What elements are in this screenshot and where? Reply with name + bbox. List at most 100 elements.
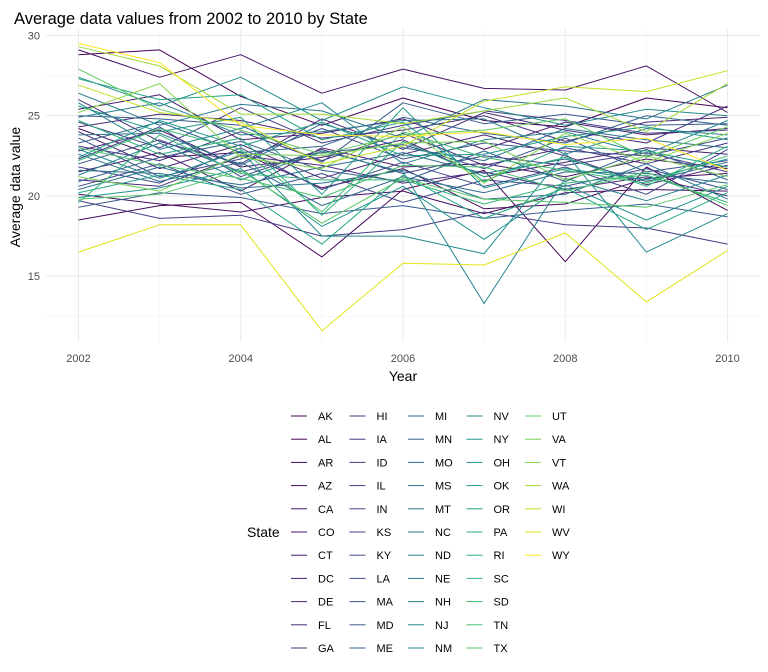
series-line-nh [78, 142, 728, 304]
series-line-wy [78, 42, 728, 171]
series-line-ks [78, 147, 728, 195]
series-line-ga [78, 155, 728, 197]
series-line-sd [78, 128, 728, 213]
legend-label-dc: DC [318, 573, 334, 585]
y-tick-labels: 15 20 25 30 [28, 30, 40, 283]
x-tick-label: 2008 [553, 353, 577, 365]
series-line-co [78, 147, 728, 192]
legend-label-sd: SD [494, 597, 509, 609]
series-lines [78, 42, 728, 332]
series-line-il [78, 107, 728, 149]
legend-label-ak: AK [318, 411, 333, 423]
legend-label-ri: RI [494, 550, 505, 562]
legend-label-ca: CA [318, 504, 334, 516]
series-line-tx [78, 169, 728, 224]
x-tick-label: 2004 [228, 353, 252, 365]
series-line-al [78, 166, 728, 263]
legend-label-ia: IA [377, 434, 388, 446]
legend-label-az: AZ [318, 481, 332, 493]
legend-label-id: ID [377, 457, 388, 469]
legend-label-mn: MN [435, 434, 452, 446]
series-line-ny [78, 168, 728, 240]
series-line-tn [78, 147, 728, 207]
series-line-id [78, 200, 728, 245]
legend-label-nm: NM [435, 643, 452, 655]
legend-items: AK AL AR AZ CA CO CT DC DE FL GA HI IA ID IL IN KS KY LA MA… [291, 411, 570, 655]
legend-label-ny: NY [494, 434, 510, 446]
legend-label-oh: OH [494, 457, 511, 469]
series-line-md [78, 102, 728, 163]
x-tick-label: 2006 [391, 353, 415, 365]
legend-label-nv: NV [494, 411, 510, 423]
legend-label-co: CO [318, 527, 335, 539]
legend-label-mo: MO [435, 457, 453, 469]
legend-label-wy: WY [552, 550, 570, 562]
legend-label-nc: NC [435, 527, 451, 539]
series-line-ct [78, 94, 728, 150]
legend-label-vt: VT [552, 457, 566, 469]
y-tick-label: 15 [28, 271, 40, 283]
legend-label-mt: MT [435, 504, 451, 516]
legend-label-md: MD [377, 620, 394, 632]
y-tick-label: 20 [28, 191, 40, 203]
series-line-or [78, 78, 728, 182]
chart-title: Average data values from 2002 to 2010 by… [14, 10, 368, 28]
legend-label-ct: CT [318, 550, 333, 562]
series-line-az [78, 189, 728, 215]
legend-label-ky: KY [377, 550, 392, 562]
legend-label-wi: WI [552, 504, 565, 516]
legend-label-ne: NE [435, 573, 450, 585]
series-line-ok [78, 120, 728, 158]
series-line-ri [78, 120, 728, 216]
legend-label-ok: OK [494, 481, 511, 493]
series-line-ne [78, 102, 728, 155]
x-tick-label: 2002 [66, 353, 90, 365]
series-line-nj [78, 102, 728, 165]
series-line-nv [78, 76, 728, 126]
series-line-wa [78, 46, 728, 133]
legend-label-ar: AR [318, 457, 333, 469]
legend-label-me: ME [377, 643, 394, 655]
series-line-me [78, 192, 728, 219]
series-line-nc [78, 163, 728, 200]
legend-label-va: VA [552, 434, 567, 446]
x-tick-label: 2010 [715, 353, 739, 365]
legend-label-wv: WV [552, 527, 570, 539]
legend-label-tn: TN [494, 620, 509, 632]
series-line-ut [78, 68, 728, 158]
series-line-mt [78, 123, 728, 166]
legend-title: State [247, 524, 280, 540]
series-line-sc [78, 134, 728, 205]
series-line-mi [78, 140, 728, 182]
legend-label-in: IN [377, 504, 388, 516]
y-tick-label: 30 [28, 30, 40, 42]
legend-label-ut: UT [552, 411, 567, 423]
legend-label-mi: MI [435, 411, 447, 423]
y-tick-label: 25 [28, 111, 40, 123]
legend-label-ga: GA [318, 643, 335, 655]
series-line-wv [78, 224, 728, 332]
series-line-ca [78, 49, 728, 113]
legend-label-sc: SC [494, 573, 509, 585]
series-line-mn [78, 115, 728, 154]
legend-label-tx: TX [494, 643, 509, 655]
legend-label-nj: NJ [435, 620, 448, 632]
legend-label-de: DE [318, 597, 333, 609]
series-line-vt [78, 83, 728, 184]
legend-label-ks: KS [377, 527, 392, 539]
series-line-de [78, 131, 728, 186]
x-axis-label: Year [389, 368, 418, 384]
legend-label-nd: ND [435, 550, 451, 562]
series-line-ak [78, 49, 728, 128]
series-line-oh [78, 105, 728, 195]
legend: State AK AL AR AZ CA CO CT DC DE FL GA HI IA ID IL IN KS… [247, 411, 570, 655]
legend-label-la: LA [377, 573, 391, 585]
legend-label-fl: FL [318, 620, 331, 632]
series-line-ms [78, 153, 728, 207]
legend-label-ms: MS [435, 481, 452, 493]
series-line-pa [78, 174, 728, 245]
series-line-la [78, 128, 728, 178]
legend-label-al: AL [318, 434, 331, 446]
legend-label-or: OR [494, 504, 511, 516]
